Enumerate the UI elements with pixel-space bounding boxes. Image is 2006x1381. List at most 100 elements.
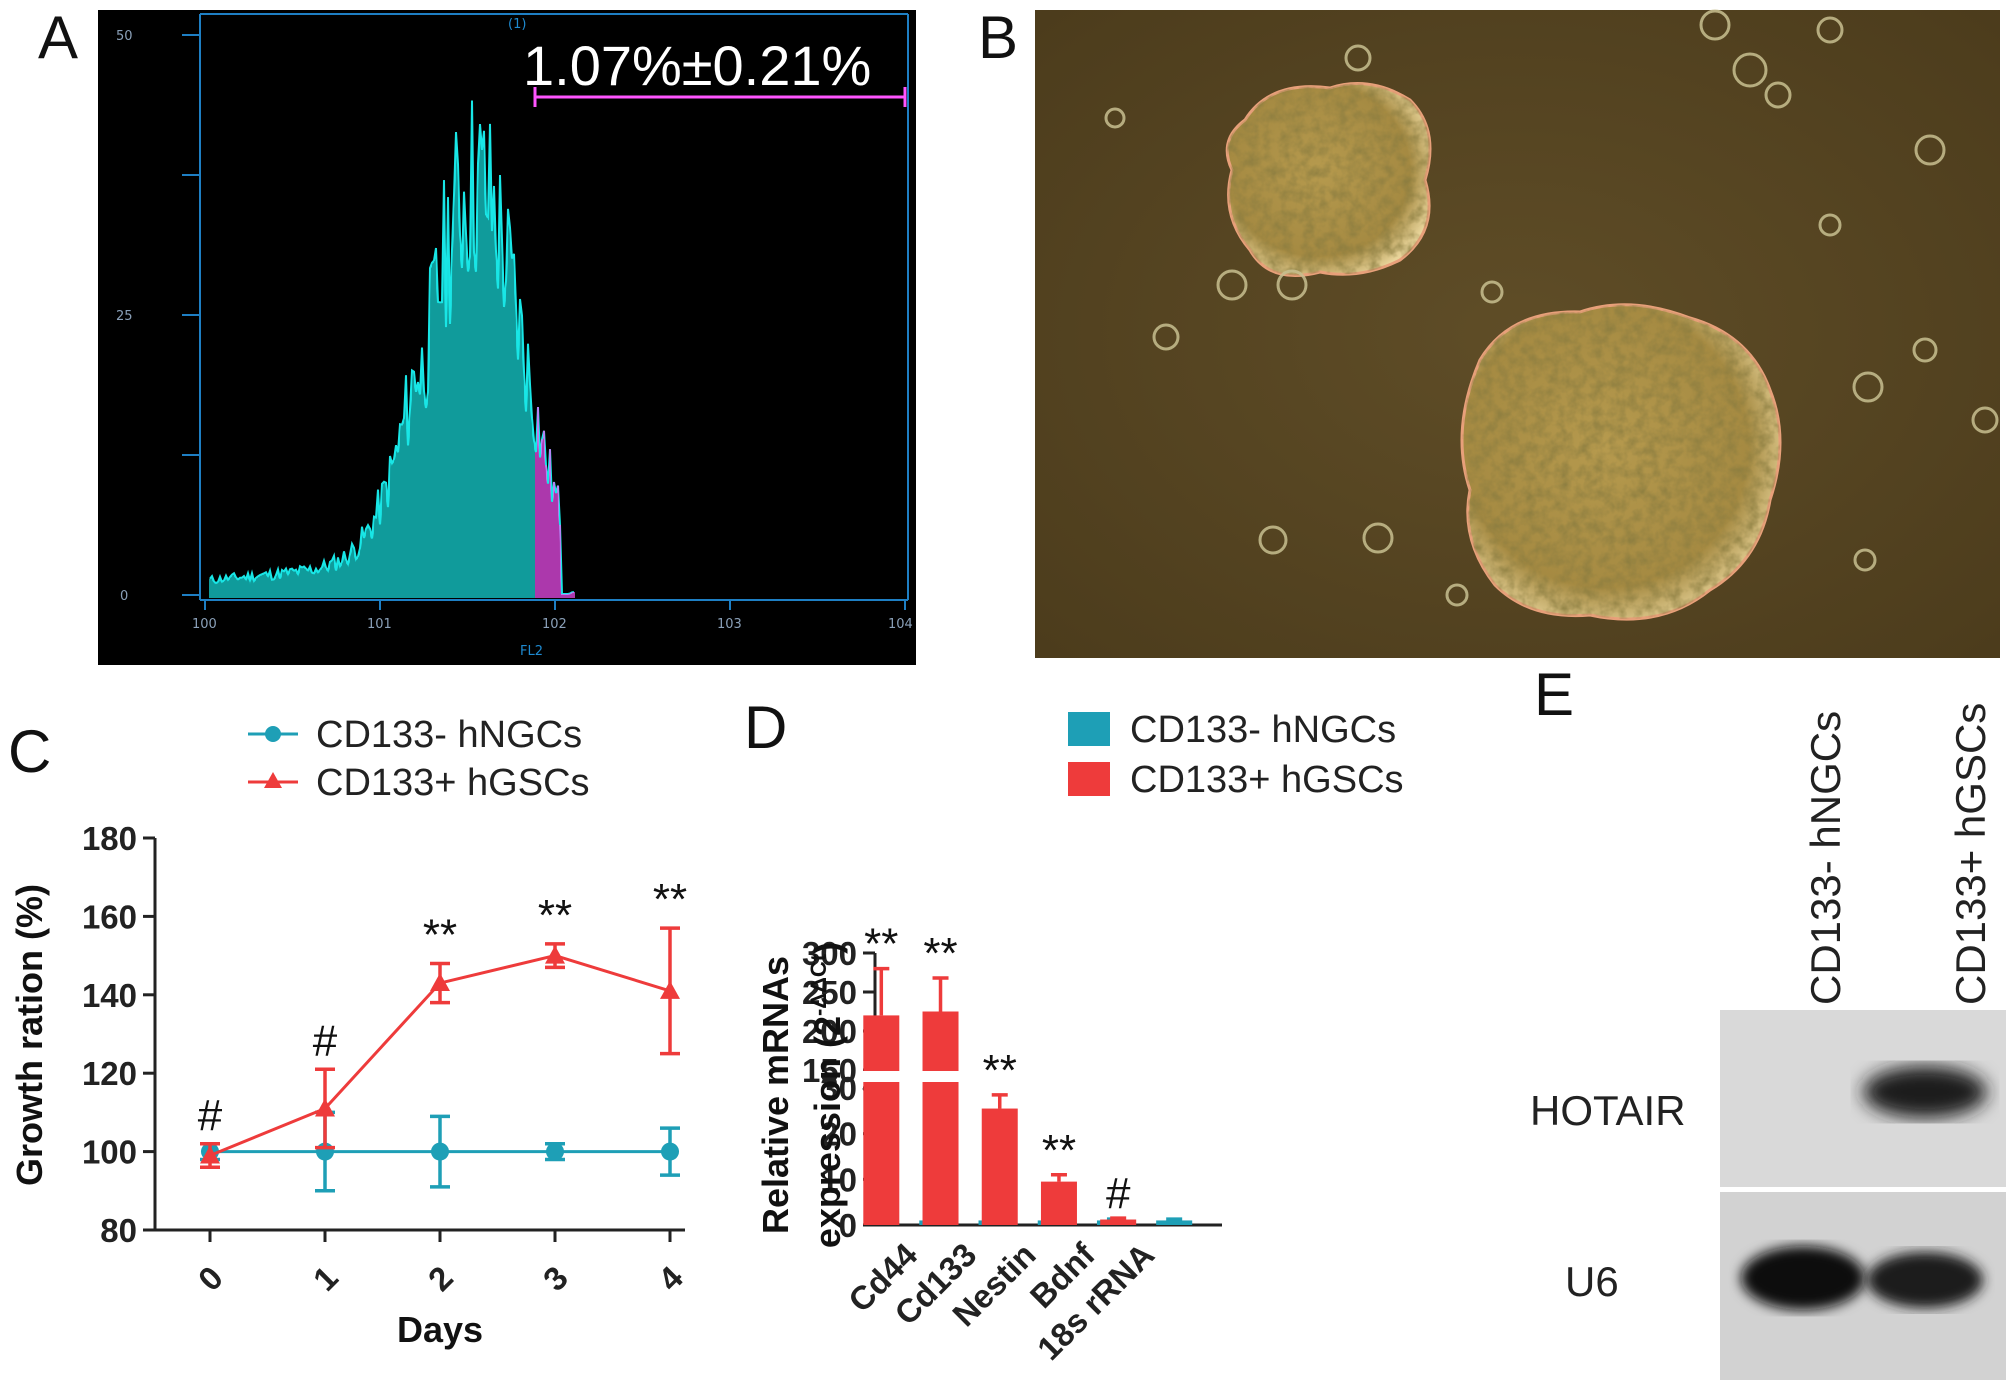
chart-d-bar-break [920, 1071, 961, 1082]
flow-axis-label: FL2 [520, 644, 543, 659]
chart-d-bar [1156, 1220, 1193, 1225]
flow-y-tick-25: 25 [116, 309, 133, 324]
chart-c-x-tick-label: 4 [651, 1258, 691, 1298]
flow-x-tick-103: 103 [717, 617, 742, 632]
panel-e: E CD133- hNGCs CD133+ hGSCs HOTAIR U6 [1530, 670, 2006, 1380]
chart-d-significance: ** [1042, 1126, 1076, 1175]
legend-c: CD133- hNGCs CD133+ hGSCs [248, 714, 590, 804]
legend-d-pos-swatch [1068, 762, 1110, 796]
flow-x-tick-marks [204, 600, 906, 610]
chart-c-significance: # [313, 1016, 338, 1065]
flow-x-tick-100: 100 [192, 617, 217, 632]
chart-c-series: # # ** ** ** [198, 875, 687, 1193]
chart-c-y-label: Growth ration (%) [9, 884, 50, 1186]
chart-c-data-point [431, 1142, 449, 1161]
chart-d-y-tick-label: 250 [802, 974, 857, 1011]
chart-c-significance: ** [653, 875, 687, 924]
chart-c-y-ticks: 80 100 120 140 160 180 [82, 820, 155, 1249]
chart-d-bar [922, 1011, 959, 1225]
chart-c-data-point [200, 1145, 220, 1164]
chart-d-error-bar [1166, 1217, 1183, 1221]
chart-d-bar [981, 1108, 1018, 1225]
chart-d-y-tick-label: 10 [820, 1161, 857, 1198]
chart-c-significance: ** [538, 891, 572, 940]
chart-c-x-tick-label: 1 [306, 1259, 345, 1298]
panel-label-d: D [744, 694, 787, 761]
panel-label-a: A [38, 4, 78, 71]
chart-d-significance: ** [983, 1046, 1017, 1095]
chart-c-x-tick-label: 2 [421, 1259, 460, 1298]
flow-x-tick-101: 101 [367, 617, 392, 632]
legend-d-neg-swatch [1068, 712, 1110, 746]
chart-c-y-tick-label: 120 [82, 1055, 137, 1092]
legend-d: CD133- hNGCs CD133+ hGSCs [1068, 709, 1404, 801]
blot-label-u6: U6 [1565, 1258, 1619, 1305]
panel-a: A 50 25 0 100 101 102 103 104 FL2 (1) 1.… [38, 4, 916, 665]
chart-d-error-bar [991, 1093, 1008, 1109]
chart-d-y-tick-label: 20 [820, 1116, 857, 1153]
legend-d-pos-label: CD133+ hGSCs [1130, 759, 1404, 801]
chart-d-significance: # [1106, 1169, 1131, 1218]
chart-c-data-point [546, 1142, 564, 1161]
chart-c-data-point [660, 980, 680, 999]
chart-d-bar-break [861, 1071, 902, 1082]
panel-label-c: C [8, 718, 51, 785]
legend-c-pos-label: CD133+ hGSCs [316, 762, 590, 804]
panel-b: B [978, 4, 2000, 658]
chart-d-error-bar [1050, 1173, 1067, 1182]
chart-d-y-tick-label: 30 [820, 1070, 857, 1107]
chart-c-y-tick-label: 140 [82, 977, 137, 1014]
chart-c-data-point [545, 945, 565, 964]
flow-y-tick-0: 0 [120, 589, 128, 604]
chart-c-data-point [315, 1098, 335, 1117]
chart-c-significance: # [198, 1091, 223, 1140]
chart-d-bar [1100, 1219, 1137, 1225]
band-hotair-pos [1863, 1066, 1987, 1118]
legend-d-neg-label: CD133- hNGCs [1130, 709, 1396, 751]
flow-plot-background [98, 10, 916, 665]
panel-label-b: B [978, 4, 1018, 71]
chart-d-error-bar [873, 966, 890, 1016]
chart-d-y-tick-label: 300 [802, 935, 857, 972]
lane-label-neg: CD133- hNGCs [1802, 711, 1849, 1005]
legend-c-neg-label: CD133- hNGCs [316, 714, 582, 756]
chart-c-x-label: Days [397, 1309, 483, 1350]
panel-d: D CD133- hNGCs CD133+ hGSCs 0 10 20 3015020… [744, 694, 1404, 1367]
chart-c-y-tick-label: 100 [82, 1134, 137, 1171]
micrograph-neurosphere-image [1104, 9, 1999, 621]
flow-gate-marker: (1) [508, 17, 526, 32]
flow-annotation: 1.07%±0.21% [523, 34, 871, 97]
chart-c-y-tick-label: 180 [82, 820, 137, 857]
chart-d-y-label-line2: expression (2-ΔΔCt) [806, 942, 848, 1248]
chart-d-significance: ** [923, 929, 957, 978]
chart-c-x-ticks: 0 1 2 3 4 [191, 1230, 691, 1298]
blot-label-hotair: HOTAIR [1530, 1087, 1686, 1134]
chart-d-y-label-line1: Relative mRNAs [755, 956, 796, 1234]
band-u6-pos [1867, 1252, 1983, 1308]
flow-x-tick-104: 104 [888, 617, 913, 632]
legend-c-neg-marker [265, 726, 281, 742]
flow-histogram [209, 100, 575, 598]
panel-c: C CD133- hNGCs CD133+ hGSCs 801001201401… [8, 714, 691, 1350]
flow-y-tick-50: 50 [116, 29, 133, 44]
chart-d-y-tick-label: 0 [839, 1207, 857, 1244]
flow-x-tick-102: 102 [542, 617, 567, 632]
chart-c-significance: ** [423, 910, 457, 959]
flow-y-tick-marks [182, 34, 200, 596]
chart-d-y-tick-label: 150 [802, 1052, 857, 1089]
chart-c-x-tick-label: 0 [191, 1259, 230, 1298]
panel-label-e: E [1534, 670, 1574, 728]
flow-gate-bar [533, 87, 907, 107]
legend-c-pos-marker [264, 772, 282, 788]
chart-c-x-tick-label: 3 [536, 1259, 575, 1298]
band-u6-neg [1741, 1246, 1865, 1310]
chart-c-y-tick-label: 160 [82, 898, 137, 935]
chart-d-bars: ** ** ** ** # [861, 920, 1193, 1225]
chart-c-y-tick-label: 80 [100, 1212, 137, 1249]
chart-c-data-point [661, 1142, 679, 1161]
chart-d-error-bar [1110, 1216, 1127, 1220]
chart-c-axes [153, 838, 685, 1232]
chart-d-y-tick-label: 200 [802, 1013, 857, 1050]
